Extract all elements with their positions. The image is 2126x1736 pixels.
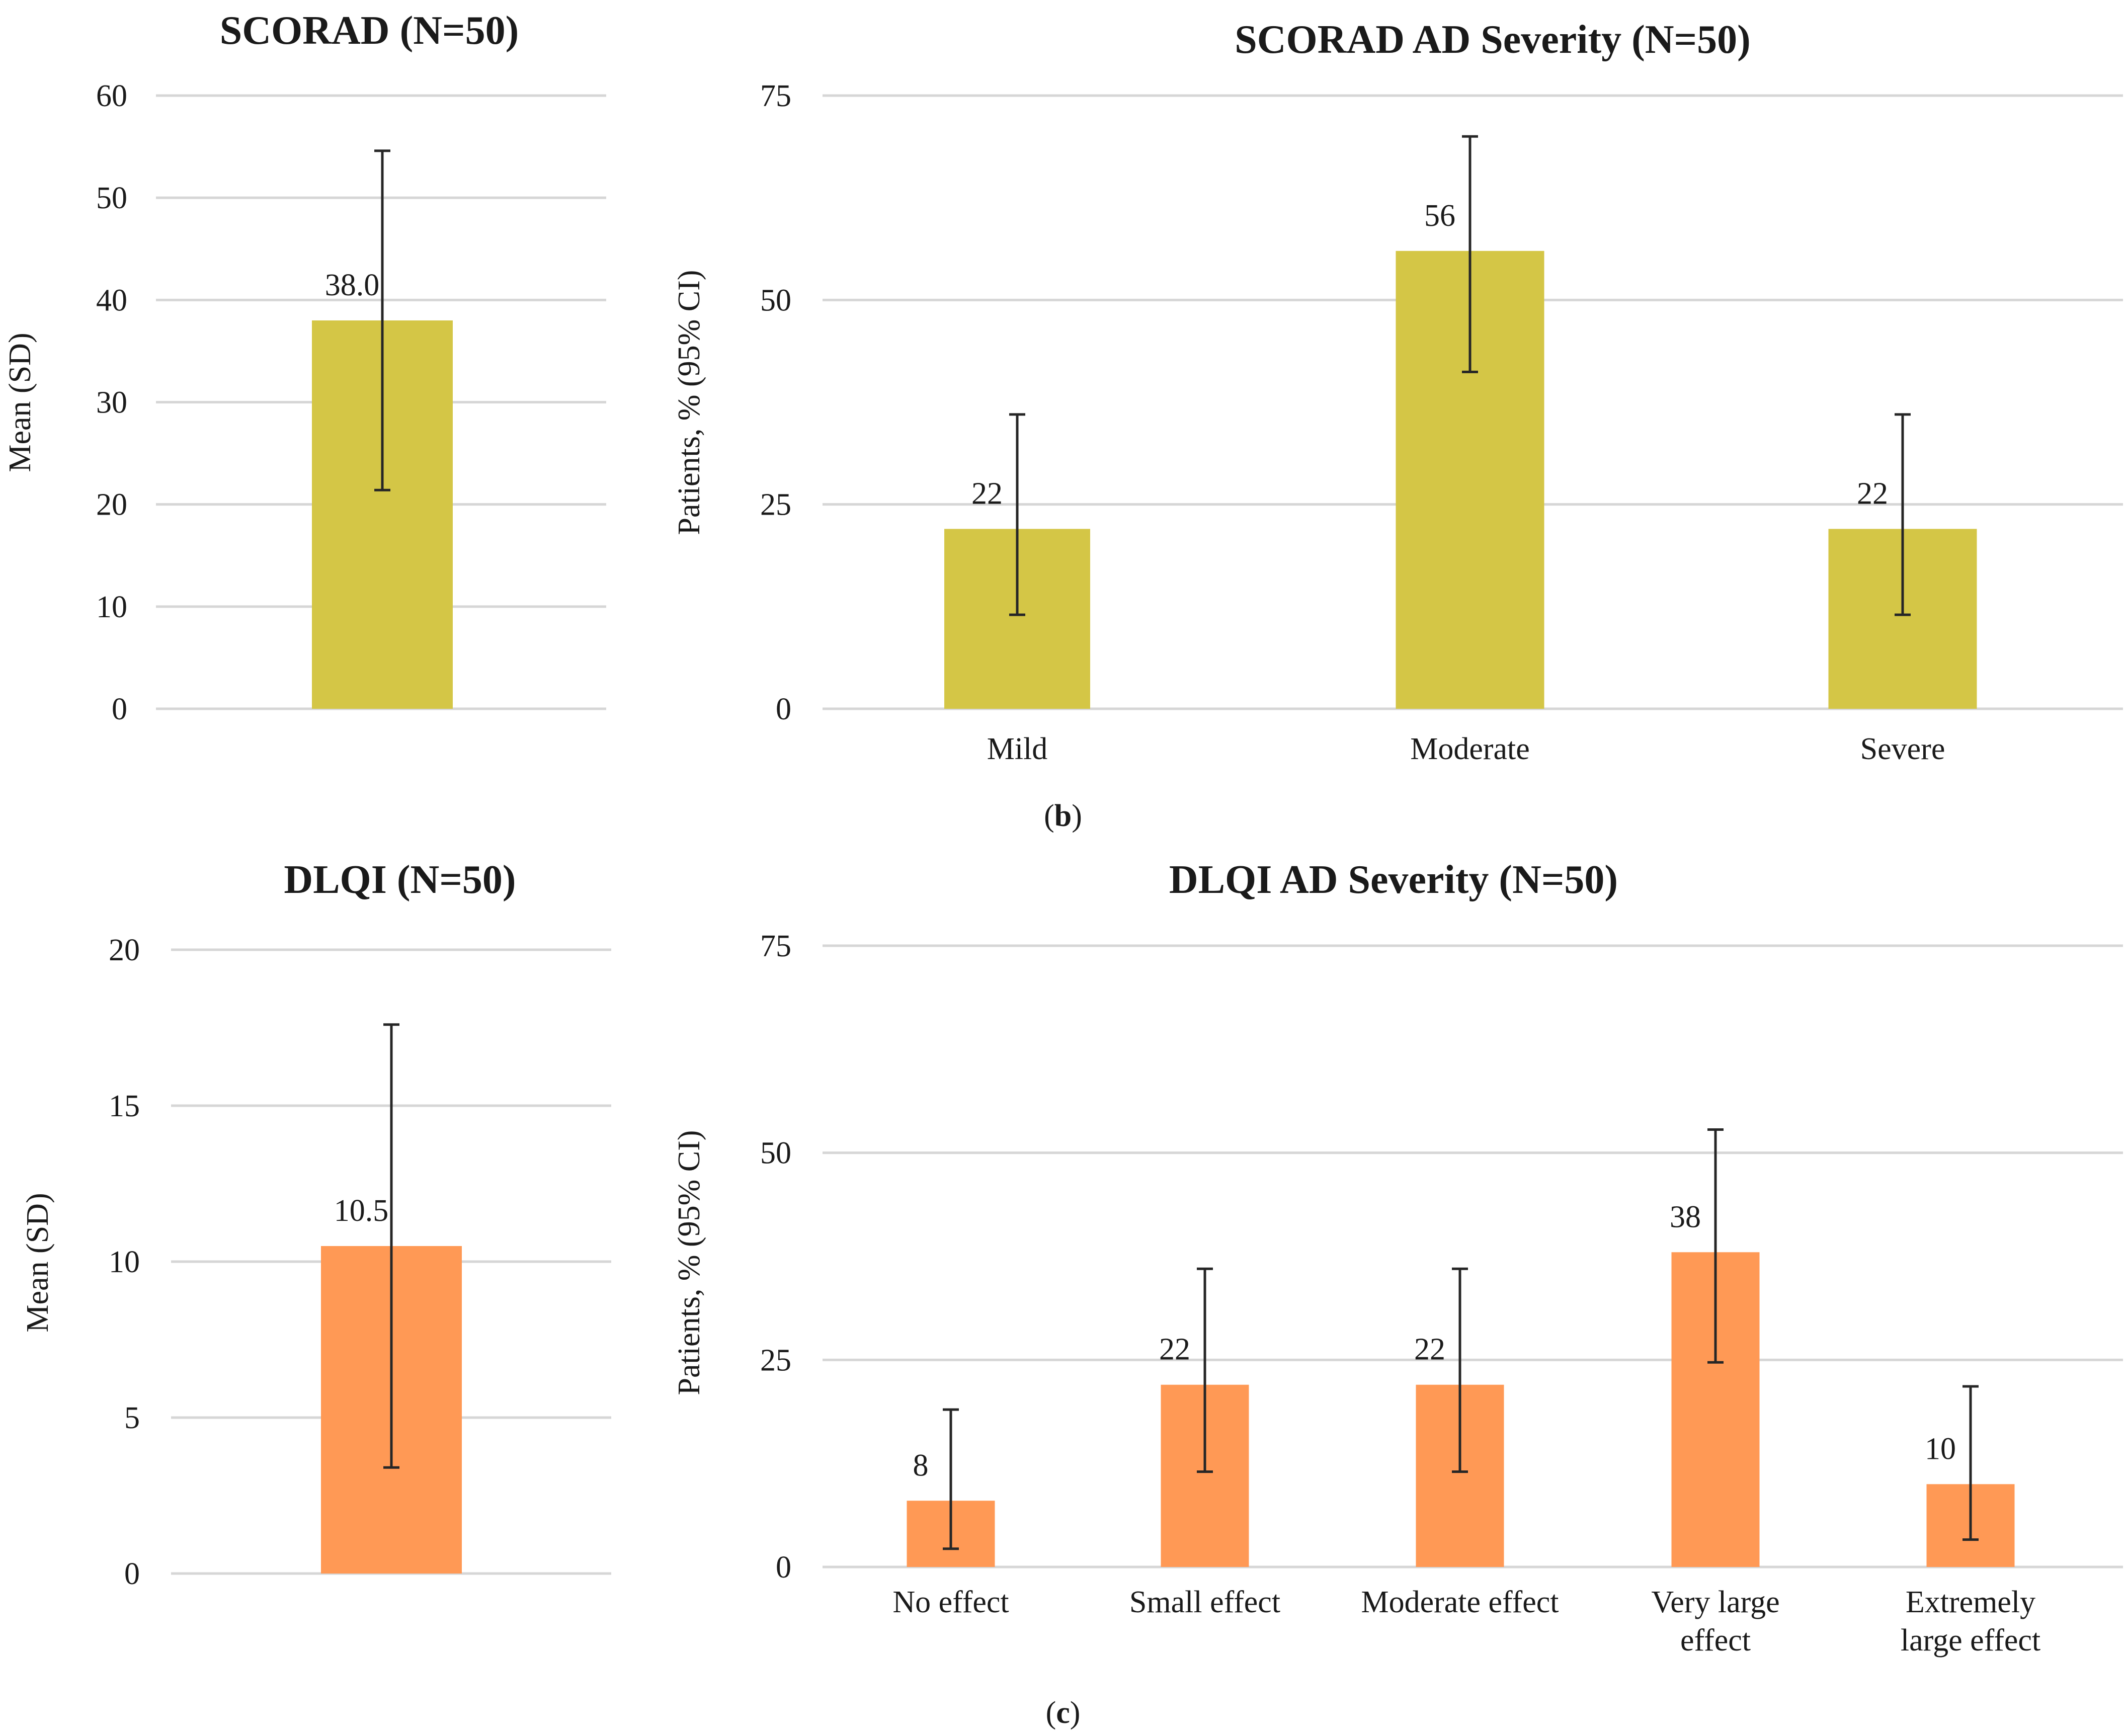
y-tick-label: 20 xyxy=(109,933,140,967)
y-tick-label: 25 xyxy=(760,1343,791,1377)
y-tick-label: 0 xyxy=(776,1550,791,1585)
y-tick-label: 15 xyxy=(109,1089,140,1123)
data-label: 38.0 xyxy=(325,268,380,302)
data-label: 56 xyxy=(1424,199,1455,233)
x-tick-label-line: effect xyxy=(1680,1623,1751,1658)
y-tick-label: 60 xyxy=(96,79,127,113)
y-axis-label: Mean (SD) xyxy=(21,1193,55,1332)
x-tick-label-line: No effect xyxy=(892,1585,1009,1619)
chart-title: SCORAD (N=50) xyxy=(220,9,519,53)
scorad-mean-chart: SCORAD (N=50) Mean (SD) 0 10 20 30 40 50 60 38.0 xyxy=(3,9,606,726)
panel-label-b-letter: b xyxy=(1054,799,1072,833)
panel-label-c-letter: c xyxy=(1056,1696,1070,1730)
y-axis-label: Patients, % (95% CI) xyxy=(672,1130,706,1395)
x-tick-label: Moderate effect xyxy=(1361,1585,1559,1619)
data-label: 22 xyxy=(1159,1333,1190,1367)
chart-title: DLQI (N=50) xyxy=(284,858,516,902)
y-axis-label: Mean (SD) xyxy=(3,333,37,472)
y-tick-label: 5 xyxy=(124,1401,140,1435)
x-tick-label-line: Moderate xyxy=(1410,732,1530,766)
x-tick-label: Moderate xyxy=(1410,732,1530,766)
x-tick-label: Extremely large effect xyxy=(1901,1585,2040,1658)
x-tick-label-line: Very large xyxy=(1651,1585,1779,1619)
x-tick-label: No effect xyxy=(892,1585,1009,1619)
y-tick-label: 0 xyxy=(776,692,791,726)
dlqi-severity-chart: DLQI AD Severity (N=50) Patients, % (95% … xyxy=(672,858,2123,1658)
data-label: 22 xyxy=(971,476,1003,511)
data-label: 22 xyxy=(1857,476,1888,511)
y-tick-label: 30 xyxy=(96,386,127,420)
y-tick-label: 50 xyxy=(760,1136,791,1171)
data-label: 8 xyxy=(913,1448,929,1482)
x-tick-label: Small effect xyxy=(1129,1585,1280,1619)
chart-title: SCORAD AD Severity (N=50) xyxy=(1235,18,1750,62)
y-tick-label: 75 xyxy=(760,79,791,113)
x-tick-label-line: large effect xyxy=(1901,1623,2040,1658)
data-label: 22 xyxy=(1414,1333,1445,1367)
y-tick-label: 25 xyxy=(760,488,791,522)
dlqi-mean-chart: DLQI (N=50) Mean (SD) 0 5 10 15 20 10.5 xyxy=(21,858,611,1591)
x-tick-label-line: Mild xyxy=(987,732,1048,766)
y-tick-label: 50 xyxy=(760,283,791,317)
y-tick-label: 10 xyxy=(96,590,127,624)
y-tick-label: 50 xyxy=(96,181,127,215)
panel-label-b: (b) xyxy=(1044,799,1082,833)
y-tick-label: 0 xyxy=(124,1557,140,1591)
y-axis-label: Patients, % (95% CI) xyxy=(672,270,706,535)
y-tick-label: 10 xyxy=(109,1245,140,1279)
x-tick-label-line: Moderate effect xyxy=(1361,1585,1559,1619)
y-tick-label: 20 xyxy=(96,488,127,522)
panel-label-c: (c) xyxy=(1046,1696,1081,1730)
x-tick-label: Mild xyxy=(987,732,1048,766)
chart-title: DLQI AD Severity (N=50) xyxy=(1169,858,1618,902)
x-tick-label-line: Small effect xyxy=(1129,1585,1280,1619)
x-tick-label: Severe xyxy=(1860,732,1945,766)
data-label: 10.5 xyxy=(334,1194,389,1228)
x-tick-label-line: Severe xyxy=(1860,732,1945,766)
x-tick-label: Very large effect xyxy=(1651,1585,1779,1658)
scorad-severity-chart: SCORAD AD Severity (N=50) Patients, % (95… xyxy=(672,18,2123,766)
x-tick-label-line: Extremely xyxy=(1906,1585,2035,1619)
y-tick-label: 75 xyxy=(760,929,791,963)
y-tick-label: 0 xyxy=(112,692,127,726)
data-label: 38 xyxy=(1670,1200,1701,1234)
y-tick-label: 40 xyxy=(96,283,127,317)
data-label: 10 xyxy=(1925,1432,1956,1466)
